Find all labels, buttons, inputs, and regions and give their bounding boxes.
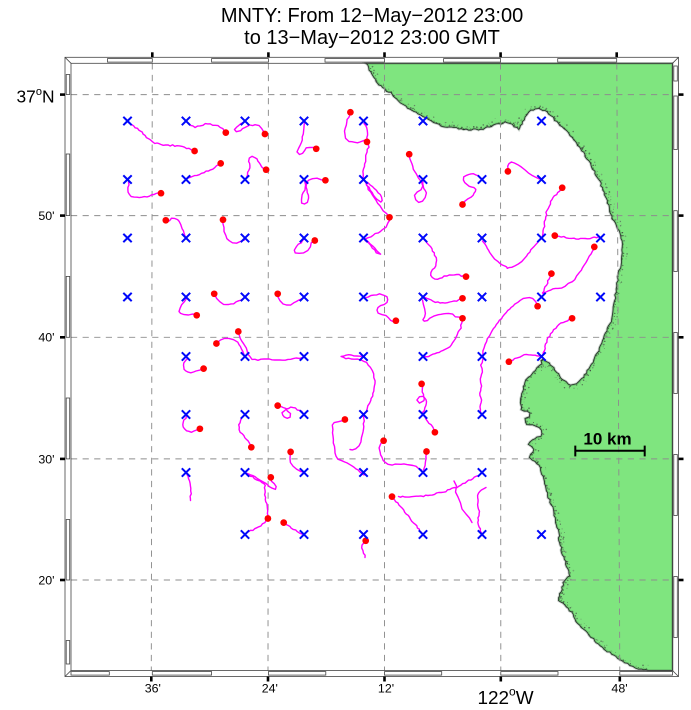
svg-text:48': 48': [611, 681, 627, 695]
svg-text:122oW: 122oW: [478, 685, 534, 709]
svg-text:37oN: 37oN: [16, 86, 54, 106]
svg-text:10 km: 10 km: [583, 430, 631, 449]
svg-text:24': 24': [262, 681, 278, 695]
svg-text:30': 30': [38, 452, 54, 466]
svg-text:MNTY: From 12−May−2012 23:00: MNTY: From 12−May−2012 23:00: [221, 5, 523, 27]
svg-text:to 13−May−2012 23:00 GMT: to 13−May−2012 23:00 GMT: [244, 27, 500, 49]
svg-text:36': 36': [145, 681, 161, 695]
svg-text:40': 40': [38, 331, 54, 345]
svg-text:20': 20': [38, 573, 54, 587]
svg-text:50': 50': [38, 209, 54, 223]
svg-text:12': 12': [378, 681, 394, 695]
